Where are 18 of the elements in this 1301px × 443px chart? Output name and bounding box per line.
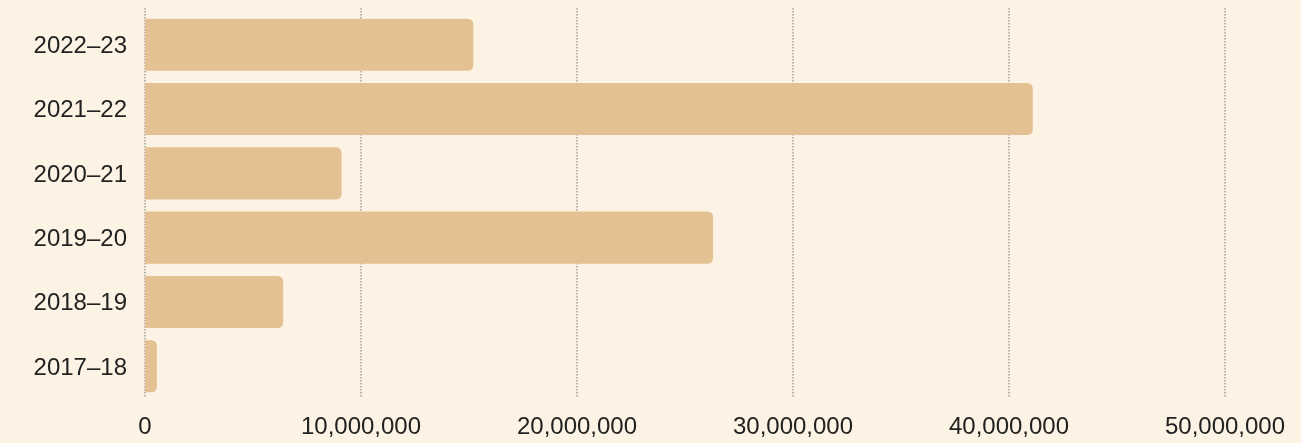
y-tick-label: 2017–18 xyxy=(33,352,127,380)
bar xyxy=(145,147,342,200)
bar xyxy=(145,83,1033,136)
y-tick-label: 2019–20 xyxy=(33,224,127,252)
x-tick-label: 10,000,000 xyxy=(300,412,422,439)
x-tick-label: 20,000,000 xyxy=(516,412,638,439)
y-tick-label: 2022–23 xyxy=(33,31,127,59)
bar xyxy=(145,340,157,393)
x-tick-label: 40,000,000 xyxy=(948,412,1070,439)
y-tick-label: 2021–22 xyxy=(33,95,127,123)
x-tick-label: 0 xyxy=(138,412,152,439)
x-tick-label: 30,000,000 xyxy=(732,412,854,439)
bar xyxy=(145,275,284,328)
y-tick-label: 2020–21 xyxy=(33,159,127,187)
y-tick-label: 2018–19 xyxy=(33,288,127,316)
bar xyxy=(145,18,474,71)
x-tick-label: 50,000,000 xyxy=(1164,412,1286,439)
bar xyxy=(145,211,714,264)
